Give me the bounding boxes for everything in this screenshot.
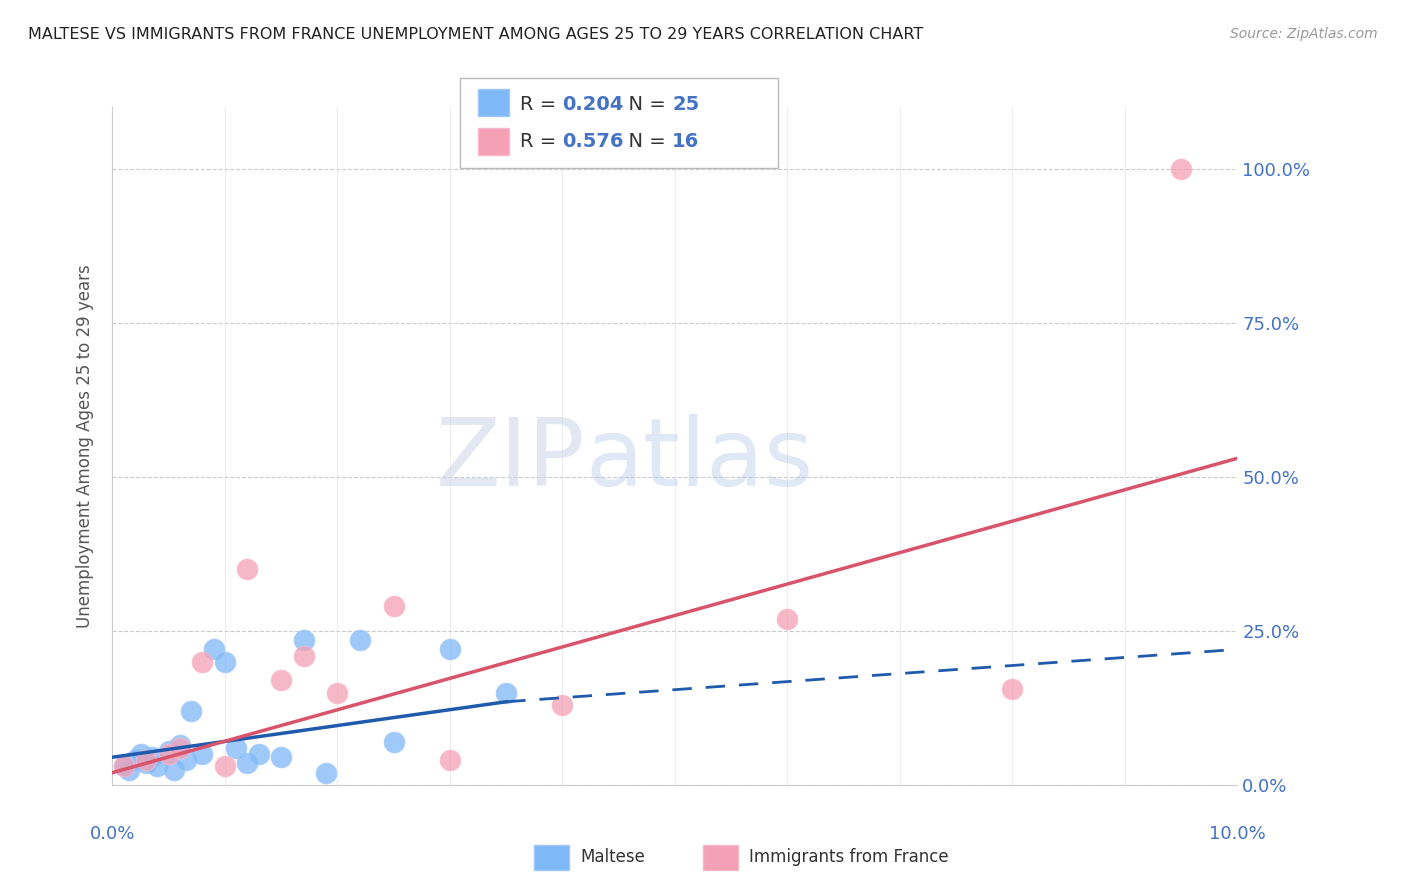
Point <box>1001 682 1024 697</box>
Point <box>135 756 157 771</box>
Text: N =: N = <box>616 132 672 151</box>
Point <box>141 750 163 764</box>
Text: R =: R = <box>520 132 562 151</box>
Point <box>174 753 197 767</box>
Text: 25: 25 <box>672 95 699 113</box>
Text: atlas: atlas <box>585 414 813 506</box>
Point <box>129 747 152 761</box>
Point <box>439 642 461 657</box>
Point <box>292 648 315 663</box>
Point <box>315 765 337 780</box>
Text: ZIP: ZIP <box>436 414 585 506</box>
Point <box>225 741 247 756</box>
Text: Maltese: Maltese <box>581 848 645 866</box>
Point <box>157 744 180 758</box>
Point <box>191 747 214 761</box>
Text: 10.0%: 10.0% <box>1209 825 1265 843</box>
Y-axis label: Unemployment Among Ages 25 to 29 years: Unemployment Among Ages 25 to 29 years <box>76 264 94 628</box>
Text: 0.0%: 0.0% <box>90 825 135 843</box>
Point <box>439 753 461 767</box>
Point <box>1170 161 1192 176</box>
Point <box>163 763 186 777</box>
Point <box>118 763 141 777</box>
Text: MALTESE VS IMMIGRANTS FROM FRANCE UNEMPLOYMENT AMONG AGES 25 TO 29 YEARS CORRELA: MALTESE VS IMMIGRANTS FROM FRANCE UNEMPL… <box>28 27 924 42</box>
Point <box>214 655 236 669</box>
Point <box>551 698 574 712</box>
Point <box>236 756 259 771</box>
Point <box>270 750 292 764</box>
Point <box>292 633 315 648</box>
Text: R =: R = <box>520 95 562 113</box>
Point <box>349 633 371 648</box>
Point <box>112 759 135 773</box>
Point <box>124 753 146 767</box>
Point <box>169 738 191 752</box>
Point <box>191 655 214 669</box>
Point <box>112 759 135 773</box>
Point <box>326 685 349 699</box>
Point <box>157 747 180 761</box>
Point <box>135 753 157 767</box>
Text: 16: 16 <box>672 132 699 151</box>
Text: Source: ZipAtlas.com: Source: ZipAtlas.com <box>1230 27 1378 41</box>
Point <box>236 562 259 576</box>
Text: Immigrants from France: Immigrants from France <box>749 848 949 866</box>
Point <box>169 741 191 756</box>
Text: 0.576: 0.576 <box>562 132 624 151</box>
Point <box>270 673 292 688</box>
Point <box>180 704 202 718</box>
Point <box>214 759 236 773</box>
Text: N =: N = <box>616 95 672 113</box>
Point <box>382 599 405 614</box>
Point <box>247 747 270 761</box>
Point <box>202 642 225 657</box>
Point <box>382 735 405 749</box>
Point <box>495 685 517 699</box>
Point <box>146 759 169 773</box>
Point <box>776 611 799 625</box>
Text: 0.204: 0.204 <box>562 95 624 113</box>
